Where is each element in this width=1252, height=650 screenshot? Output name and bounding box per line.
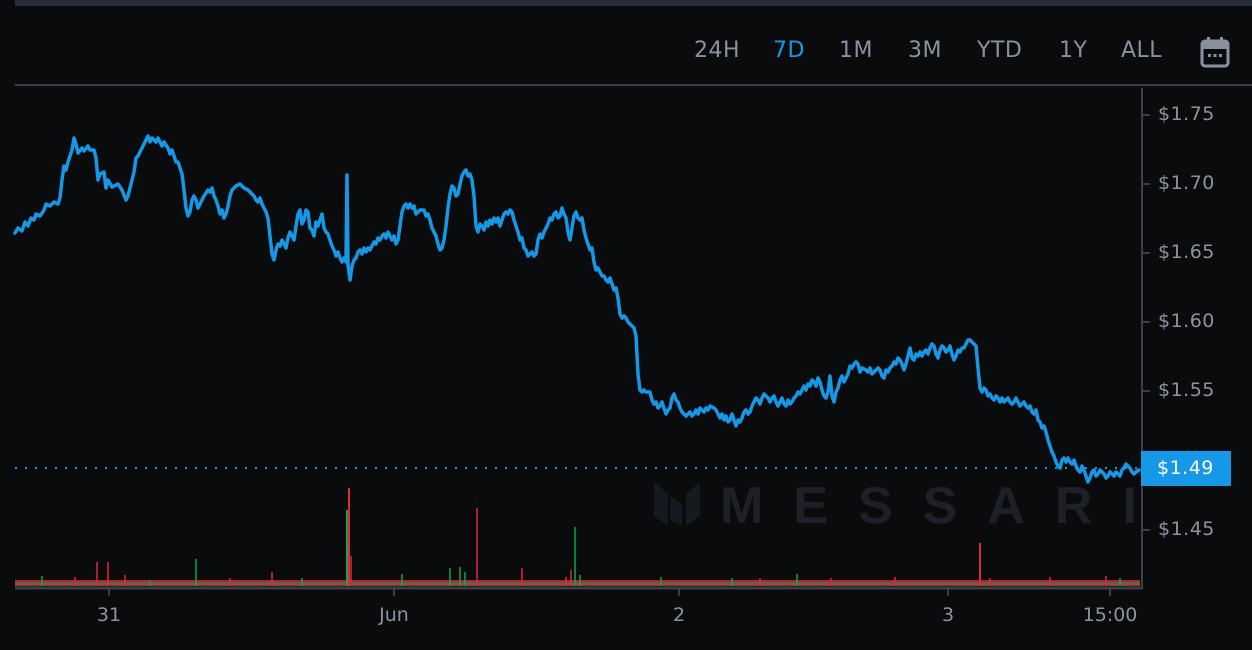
- range-selector: 24H 7D 1M 3M YTD 1Y ALL: [0, 6, 1252, 84]
- price-line: [13, 134, 1141, 484]
- top-border: [15, 0, 1252, 6]
- x-tick-label: 2: [672, 604, 686, 626]
- x-tick-label: 3: [941, 604, 955, 626]
- y-tick-label: $1.45: [1158, 518, 1215, 540]
- range-24h-button[interactable]: 24H: [694, 38, 741, 63]
- y-tick-label: $1.55: [1158, 379, 1215, 401]
- x-tick-label: 15:00: [1082, 604, 1138, 626]
- range-3m-button[interactable]: 3M: [908, 38, 942, 63]
- volume-bars: [15, 488, 1140, 586]
- header-divider: [15, 84, 1252, 86]
- range-1y-button[interactable]: 1Y: [1059, 38, 1088, 63]
- range-7d-button[interactable]: 7D: [773, 38, 805, 63]
- x-tick-label: 31: [96, 604, 122, 626]
- range-all-button[interactable]: ALL: [1121, 38, 1163, 63]
- range-ytd-button[interactable]: YTD: [977, 38, 1023, 63]
- y-tick-label: $1.60: [1158, 310, 1215, 332]
- y-tick-label: $1.70: [1158, 172, 1215, 194]
- calendar-icon[interactable]: [1200, 36, 1230, 68]
- messari-watermark: MESSARI: [720, 477, 1167, 535]
- current-price-badge: $1.49: [1141, 451, 1231, 486]
- messari-logo-icon: [654, 482, 700, 526]
- range-1m-button[interactable]: 1M: [839, 38, 873, 63]
- y-tick-label: $1.65: [1158, 241, 1215, 263]
- x-tick-marks: [108, 589, 1111, 596]
- y-tick-marks: [1142, 114, 1150, 531]
- x-tick-label: Jun: [379, 604, 409, 626]
- y-tick-label: $1.75: [1158, 103, 1215, 125]
